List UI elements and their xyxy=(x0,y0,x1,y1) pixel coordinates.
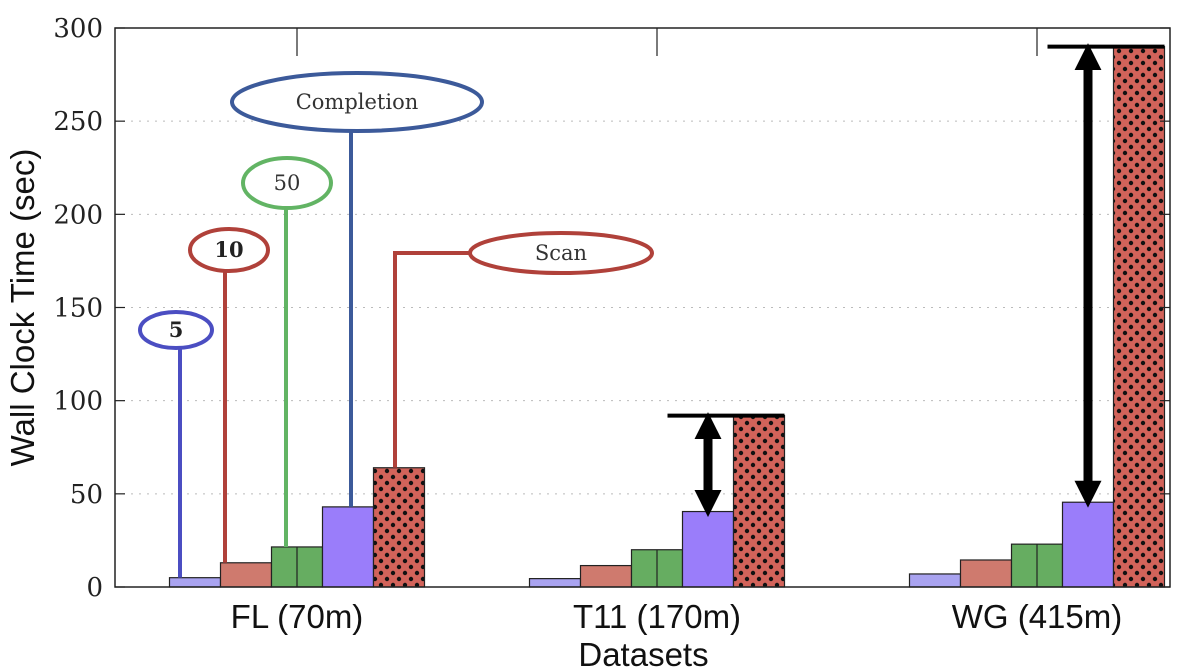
y-tick-labels: 0 50 100 150 200 250 300 xyxy=(53,14,1170,603)
callout-leader-scan xyxy=(393,251,470,468)
y-tick-label: 150 xyxy=(53,294,103,324)
x-category-label: WG (415m) xyxy=(952,598,1123,635)
bar-5-0 xyxy=(168,577,222,588)
legend-label-50: 50 xyxy=(274,171,301,195)
callout-bubble-50 xyxy=(241,156,333,210)
legend-label-completion: Completion xyxy=(296,90,419,114)
bar-5-2 xyxy=(908,573,962,588)
bar-completion-1 xyxy=(681,510,735,588)
y-tick-label: 250 xyxy=(53,107,103,137)
y-tick-label: 300 xyxy=(53,14,103,44)
callout-bubble-10 xyxy=(188,227,270,273)
y-tick-label: 0 xyxy=(86,573,103,603)
legend-label-scan: Scan xyxy=(535,241,587,265)
y-tick-label: 50 xyxy=(70,480,103,510)
bar-10-2 xyxy=(959,559,1013,588)
x-category-label: FL (70m) xyxy=(231,598,364,635)
bar-10-0 xyxy=(219,562,273,588)
x-category-label: T11 (170m) xyxy=(573,598,741,635)
gap-arrows xyxy=(667,43,1165,518)
callout-bubble-5 xyxy=(138,310,214,350)
callout-bubble-scan xyxy=(468,231,654,275)
y-tick-label: 100 xyxy=(53,387,103,417)
callouts: 5 10 50 Completion Scan xyxy=(138,71,654,578)
callout-bubble-completion xyxy=(230,71,484,133)
bar-completion-2 xyxy=(1061,501,1115,588)
y-tick-label: 200 xyxy=(53,200,103,230)
bar-scan-2 xyxy=(1112,46,1166,588)
legend-label-5: 5 xyxy=(169,317,184,342)
legend-label-10: 10 xyxy=(214,237,243,262)
bar-10-1 xyxy=(579,564,633,588)
bar-scan-0 xyxy=(372,467,426,588)
x-axis-title: Datasets xyxy=(578,636,708,672)
bar-completion-0 xyxy=(321,506,375,588)
bar-scan-1 xyxy=(732,414,786,588)
x-category-labels: FL (70m) T11 (170m) WG (415m) xyxy=(231,598,1123,635)
bars xyxy=(168,46,1166,588)
bar-5-1 xyxy=(528,578,582,588)
y-axis-title: Wall Clock Time (sec) xyxy=(4,149,41,467)
